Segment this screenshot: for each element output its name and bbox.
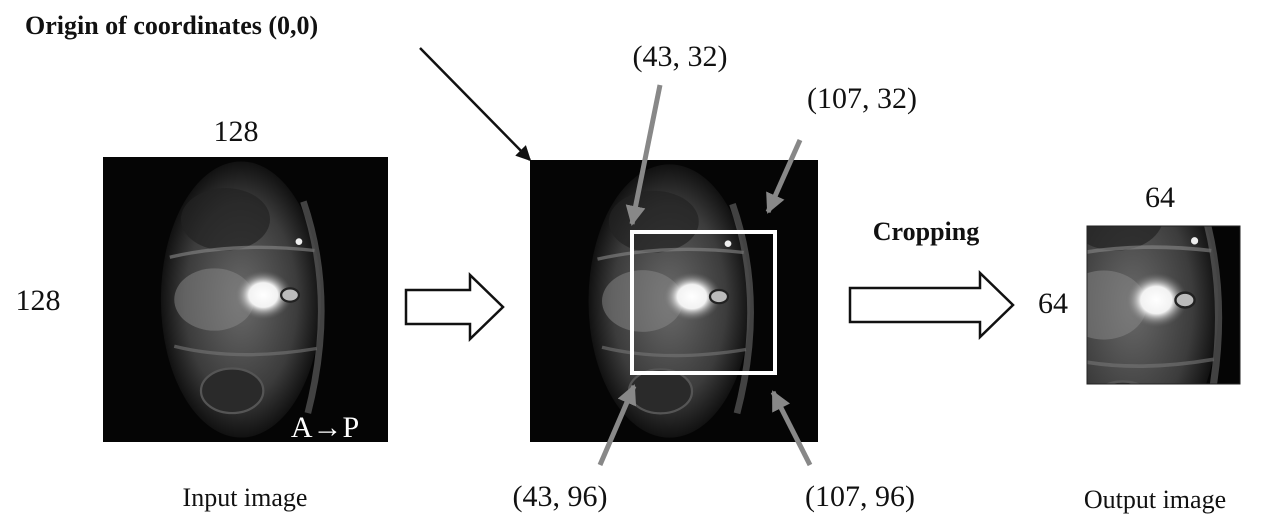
input-caption: Input image [183, 483, 308, 512]
corner-label: (43, 96) [513, 480, 608, 513]
orientation: A→P [291, 411, 359, 444]
input-height: 128 [16, 284, 61, 317]
origin-arrow [420, 48, 530, 160]
operation: Cropping [873, 217, 979, 246]
input-image [103, 157, 388, 442]
output-height: 64 [1038, 287, 1068, 320]
output-image [984, 147, 1267, 463]
input-width: 128 [214, 115, 259, 148]
hollow-arrow [406, 275, 503, 339]
title: Origin of coordinates (0,0) [25, 11, 318, 40]
output-caption: Output image [1084, 485, 1226, 514]
output-scan [984, 147, 1267, 463]
corner-label: (107, 32) [807, 82, 917, 115]
diagram: Origin of coordinates (0,0) 128 128 A→P … [0, 0, 1267, 528]
output-width: 64 [1145, 181, 1175, 214]
corner-label: (43, 32) [633, 40, 728, 73]
corner-label: (107, 96) [805, 480, 915, 513]
hollow-arrow [850, 273, 1013, 337]
